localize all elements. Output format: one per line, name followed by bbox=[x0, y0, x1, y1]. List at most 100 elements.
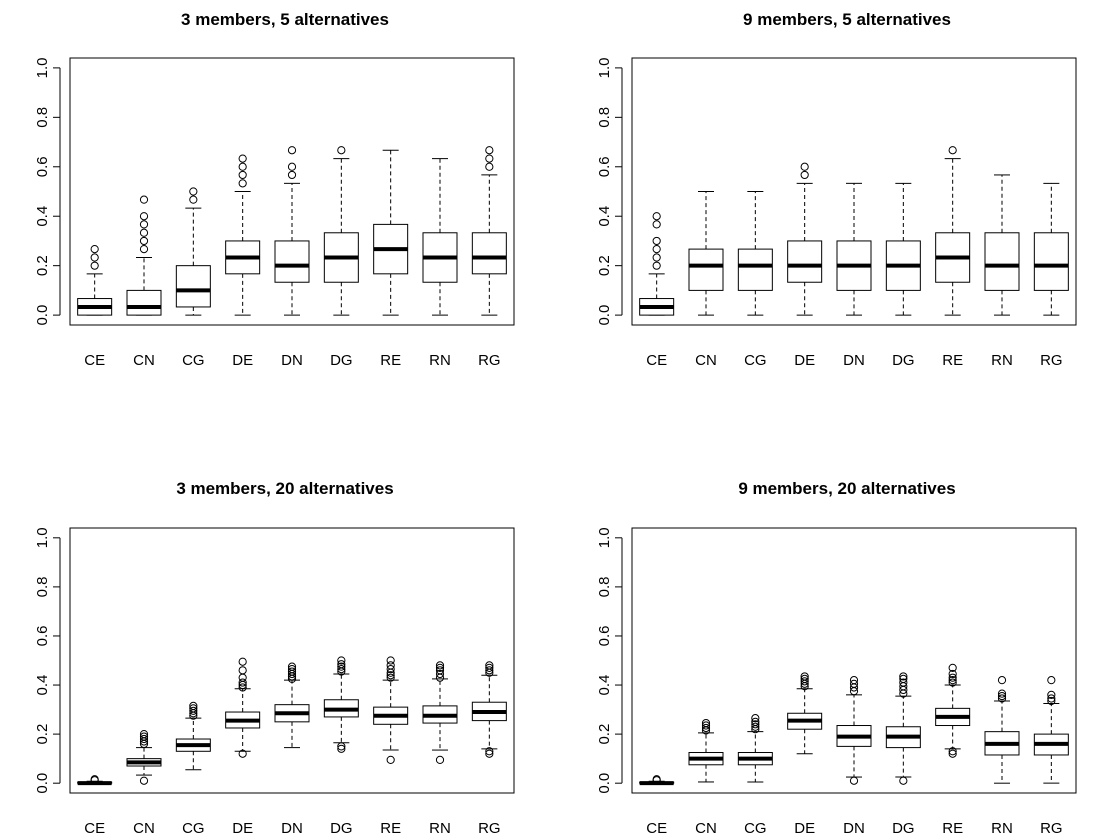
y-tick-label: 0.8 bbox=[596, 576, 613, 597]
box-de bbox=[225, 657, 261, 758]
category-label: CE bbox=[646, 820, 667, 837]
category-label: RG bbox=[1040, 820, 1063, 837]
plot-frame bbox=[631, 57, 1077, 326]
y-tick-label: 1.0 bbox=[596, 57, 613, 78]
box-re bbox=[373, 656, 409, 764]
boxplot-panel: 3 members, 20 alternatives 0.0 0.2 0.4 0.6 0.… bbox=[34, 479, 515, 837]
outlier-point bbox=[337, 656, 346, 665]
outlier-point bbox=[701, 718, 711, 728]
outlier-point bbox=[485, 162, 494, 171]
outlier-point bbox=[189, 195, 198, 204]
y-tick-label: 0.2 bbox=[34, 255, 51, 276]
category-label: CN bbox=[133, 352, 155, 369]
outlier-point bbox=[485, 747, 494, 756]
category-label: RG bbox=[1040, 352, 1063, 369]
box-rg bbox=[471, 146, 507, 316]
y-tick-label: 0.6 bbox=[596, 626, 613, 647]
outlier-point bbox=[139, 212, 149, 221]
y-tick-label: 0.0 bbox=[34, 773, 51, 794]
outlier-point bbox=[189, 701, 198, 710]
y-tick-label: 0.6 bbox=[34, 626, 51, 647]
category-label: CG bbox=[182, 820, 205, 837]
outlier-point bbox=[899, 672, 908, 681]
box-rg bbox=[471, 661, 507, 758]
outlier-point bbox=[189, 187, 198, 196]
boxplot-panel: 9 members, 20 alternatives 0.0 0.2 0.4 0.6 0.… bbox=[596, 479, 1077, 837]
outlier-point bbox=[800, 170, 809, 180]
outlier-point bbox=[997, 691, 1007, 701]
panel-title: 9 members, 20 alternatives bbox=[738, 479, 955, 498]
box-dg bbox=[885, 672, 921, 785]
outlier-point bbox=[189, 704, 198, 713]
category-label: DE bbox=[794, 352, 815, 369]
category-label: DN bbox=[843, 352, 865, 369]
box-dg bbox=[323, 146, 359, 316]
y-tick-label: 0.0 bbox=[34, 305, 51, 326]
outlier-point bbox=[139, 195, 149, 204]
plot-frame bbox=[631, 527, 1077, 794]
outlier-point bbox=[287, 667, 297, 676]
outlier-point bbox=[90, 261, 99, 270]
y-tick-label: 0.8 bbox=[596, 107, 613, 128]
category-label: DG bbox=[330, 352, 353, 369]
outlier-point bbox=[287, 662, 297, 671]
outlier-point bbox=[238, 657, 247, 666]
outlier-point bbox=[337, 660, 346, 669]
category-label: DG bbox=[892, 352, 915, 369]
box-dg bbox=[323, 656, 359, 753]
box-rn bbox=[984, 174, 1020, 316]
iqr-box bbox=[274, 240, 310, 283]
iqr-box bbox=[471, 232, 507, 275]
box-cg bbox=[175, 187, 211, 316]
outlier-point bbox=[1047, 690, 1056, 699]
outlier-point bbox=[652, 236, 661, 246]
outlier-point bbox=[899, 678, 908, 687]
y-tick-label: 1.0 bbox=[34, 57, 51, 78]
box-de bbox=[787, 672, 823, 755]
outlier-point bbox=[652, 245, 661, 254]
box-rn bbox=[422, 158, 458, 316]
category-label: RG bbox=[478, 820, 501, 837]
box-dg bbox=[885, 182, 921, 316]
outlier-point bbox=[948, 676, 957, 685]
outlier-point bbox=[948, 749, 957, 758]
category-label: DE bbox=[232, 352, 253, 369]
outlier-point bbox=[238, 170, 247, 180]
category-label: RN bbox=[429, 352, 451, 369]
outlier-point bbox=[287, 664, 297, 674]
outlier-point bbox=[435, 666, 445, 675]
category-label: RE bbox=[942, 820, 963, 837]
outlier-point bbox=[751, 717, 760, 726]
outlier-point bbox=[485, 146, 494, 155]
outlier-point bbox=[652, 261, 661, 270]
outlier-point bbox=[386, 755, 395, 764]
outlier-point bbox=[948, 747, 957, 756]
plot-frame bbox=[69, 527, 515, 794]
category-label: CN bbox=[695, 352, 717, 369]
y-tick-label: 0.4 bbox=[596, 206, 613, 227]
y-tick-label: 0.4 bbox=[34, 206, 51, 227]
category-label: DG bbox=[330, 820, 353, 837]
outlier-point bbox=[1047, 676, 1056, 685]
box-rg bbox=[1033, 182, 1069, 316]
outlier-point bbox=[238, 749, 247, 758]
outlier-point bbox=[485, 749, 494, 758]
iqr-box bbox=[787, 240, 823, 283]
outlier-point bbox=[337, 662, 346, 671]
category-label: RE bbox=[380, 352, 401, 369]
box-re bbox=[373, 149, 409, 316]
outlier-point bbox=[238, 179, 247, 188]
y-tick-label: 0.4 bbox=[34, 675, 51, 696]
outlier-point bbox=[435, 663, 445, 672]
y-tick-label: 0.8 bbox=[34, 576, 51, 597]
outlier-point bbox=[287, 170, 297, 180]
box-cn bbox=[688, 718, 724, 783]
plot-frame bbox=[69, 57, 515, 326]
outlier-point bbox=[238, 154, 247, 163]
outlier-point bbox=[948, 669, 957, 679]
outlier-point bbox=[90, 253, 99, 262]
panel-title: 9 members, 5 alternatives bbox=[743, 10, 951, 29]
box-cn bbox=[688, 191, 724, 316]
outlier-point bbox=[948, 146, 957, 155]
y-tick-label: 0.6 bbox=[596, 156, 613, 177]
